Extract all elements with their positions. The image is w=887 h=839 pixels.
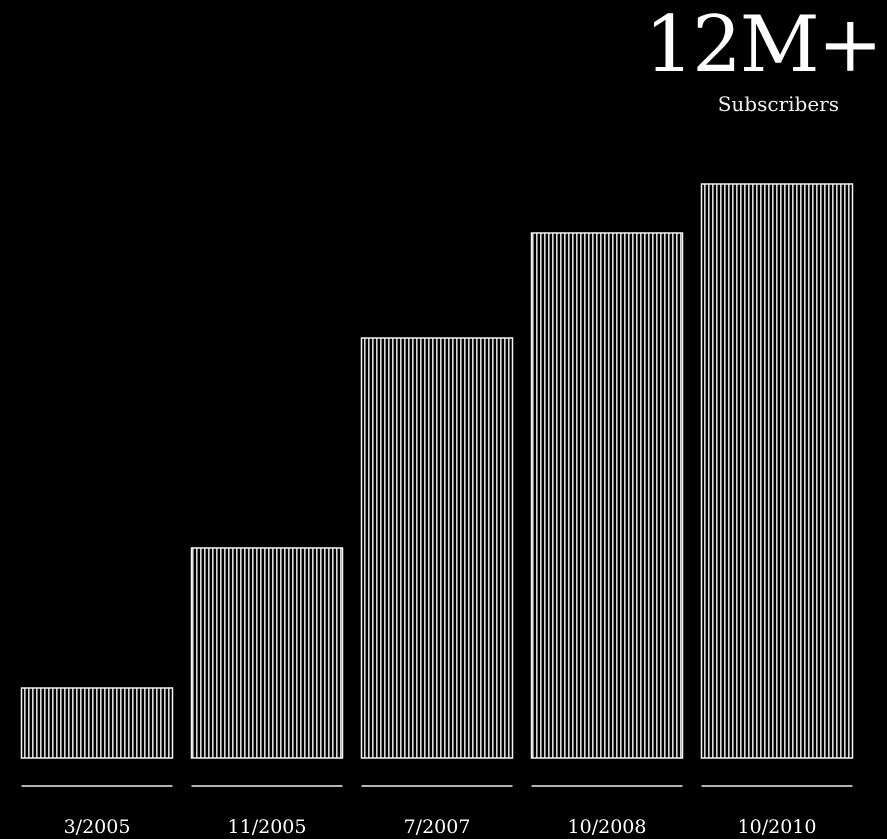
x-tick-label-3: 10/2008 [568, 816, 647, 838]
bar-2 [360, 337, 514, 759]
bar-4 [700, 183, 854, 759]
bar-0 [20, 687, 174, 759]
x-tick-label-1: 11/2005 [228, 816, 307, 838]
x-tick-label-2: 7/2007 [404, 816, 471, 838]
x-tick-label-4: 10/2010 [738, 816, 817, 838]
x-tick-label-0: 3/2005 [64, 816, 131, 838]
bar-3 [530, 232, 684, 759]
bar-1 [190, 547, 344, 759]
